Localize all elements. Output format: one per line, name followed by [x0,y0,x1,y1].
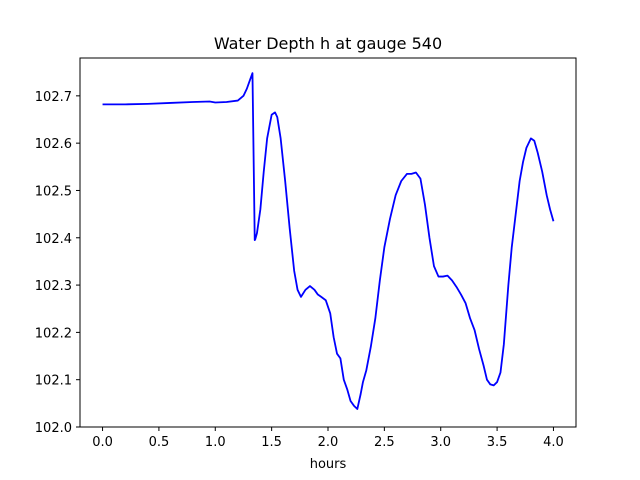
y-tick-label: 102.7 [35,90,72,105]
y-tick-label: 102.5 [35,184,72,199]
x-tick-label: 4.0 [543,435,564,450]
x-tick-label: 2.0 [318,435,339,450]
chart-title: Water Depth h at gauge 540 [214,34,442,53]
x-axis: 0.0 0.5 1.0 1.5 2.0 2.5 3.0 3.5 4.0 [92,427,564,450]
y-tick-label: 102.1 [35,374,72,389]
x-tick-label: 0.5 [149,435,170,450]
x-tick-label: 0.0 [92,435,113,450]
x-tick-label: 1.0 [205,435,226,450]
y-tick-label: 102.2 [35,326,72,341]
y-tick-label: 102.0 [35,421,72,436]
x-tick-label: 2.5 [374,435,395,450]
x-tick-label: 3.5 [487,435,508,450]
series-line [102,72,555,410]
x-tick-label: 3.0 [430,435,451,450]
x-axis-label: hours [310,457,347,472]
y-tick-label: 102.6 [35,137,72,152]
y-tick-label: 102.3 [35,279,72,294]
x-tick-label: 1.5 [261,435,282,450]
y-axis: 102.0 102.1 102.2 102.3 102.4 102.5 102.6 102.7 [35,90,80,436]
y-tick-label: 102.4 [35,232,72,247]
